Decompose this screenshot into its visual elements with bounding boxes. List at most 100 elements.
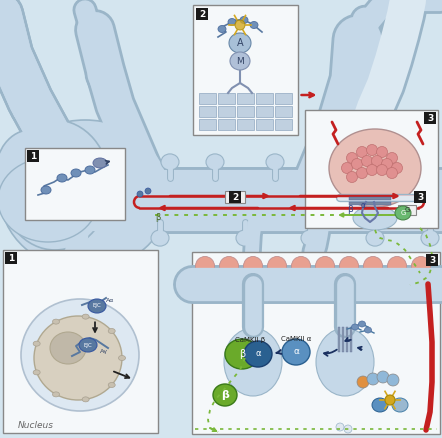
Bar <box>237 106 254 117</box>
Ellipse shape <box>230 52 250 70</box>
Ellipse shape <box>224 328 282 396</box>
Bar <box>275 106 292 117</box>
Text: G: G <box>404 207 410 213</box>
Ellipse shape <box>377 146 388 158</box>
Ellipse shape <box>151 230 169 246</box>
Text: 1: 1 <box>30 152 36 161</box>
Ellipse shape <box>266 154 284 170</box>
Ellipse shape <box>240 17 248 24</box>
Text: α: α <box>293 347 299 357</box>
Ellipse shape <box>412 257 431 276</box>
Ellipse shape <box>82 397 89 402</box>
Ellipse shape <box>220 257 239 276</box>
Bar <box>350 327 352 352</box>
Ellipse shape <box>367 373 379 385</box>
Ellipse shape <box>381 159 392 170</box>
Bar <box>199 106 216 117</box>
Ellipse shape <box>392 162 403 173</box>
Ellipse shape <box>218 25 226 32</box>
Text: CaMKII β: CaMKII β <box>235 337 265 343</box>
Ellipse shape <box>34 316 122 400</box>
Bar <box>199 119 216 130</box>
Bar <box>218 119 235 130</box>
Ellipse shape <box>353 206 397 230</box>
Ellipse shape <box>0 120 170 270</box>
Text: Nucleus: Nucleus <box>18 420 54 430</box>
Ellipse shape <box>387 374 399 386</box>
Ellipse shape <box>336 423 344 431</box>
Bar <box>338 327 340 352</box>
Ellipse shape <box>82 314 89 319</box>
Text: α: α <box>255 350 261 358</box>
Ellipse shape <box>351 324 358 330</box>
Ellipse shape <box>421 230 439 246</box>
Text: 3: 3 <box>417 193 423 202</box>
Bar <box>275 119 292 130</box>
Ellipse shape <box>366 145 377 155</box>
Text: β: β <box>155 213 161 223</box>
Bar <box>218 93 235 104</box>
Ellipse shape <box>388 257 407 276</box>
Bar <box>225 191 245 203</box>
Ellipse shape <box>250 21 258 28</box>
Bar <box>426 254 438 266</box>
Bar <box>218 106 235 117</box>
Ellipse shape <box>161 154 179 170</box>
Ellipse shape <box>366 165 377 176</box>
Ellipse shape <box>365 327 371 333</box>
Ellipse shape <box>50 332 86 364</box>
Ellipse shape <box>118 356 126 360</box>
Ellipse shape <box>228 18 236 25</box>
Text: β: β <box>347 205 353 215</box>
Ellipse shape <box>206 154 224 170</box>
Bar <box>229 191 241 203</box>
Bar <box>414 191 426 203</box>
Ellipse shape <box>41 186 51 194</box>
Text: G: G <box>400 210 406 216</box>
Ellipse shape <box>88 299 106 313</box>
Bar <box>346 327 348 352</box>
Ellipse shape <box>358 321 366 327</box>
Text: M: M <box>236 57 244 66</box>
Ellipse shape <box>385 395 395 405</box>
Bar <box>256 106 273 117</box>
Text: Aγ: Aγ <box>100 350 108 354</box>
Bar <box>275 93 292 104</box>
Text: CaMKII α: CaMKII α <box>281 336 311 342</box>
Ellipse shape <box>235 20 245 30</box>
Ellipse shape <box>225 339 259 369</box>
Ellipse shape <box>137 191 143 197</box>
Bar <box>27 150 39 162</box>
Ellipse shape <box>351 159 362 170</box>
Ellipse shape <box>213 384 237 406</box>
Ellipse shape <box>0 158 98 242</box>
Bar <box>398 205 416 215</box>
Ellipse shape <box>386 167 397 179</box>
Ellipse shape <box>71 169 81 177</box>
Text: G: G <box>232 194 238 200</box>
Bar <box>256 93 273 104</box>
Ellipse shape <box>108 328 115 333</box>
Ellipse shape <box>357 376 369 388</box>
Ellipse shape <box>21 299 139 411</box>
Ellipse shape <box>145 188 151 194</box>
Bar <box>305 110 438 228</box>
Ellipse shape <box>282 339 310 365</box>
Text: 3: 3 <box>429 256 435 265</box>
Ellipse shape <box>292 257 310 276</box>
Bar <box>25 148 125 220</box>
Ellipse shape <box>339 257 358 276</box>
Ellipse shape <box>0 130 65 220</box>
Ellipse shape <box>229 33 251 53</box>
Bar <box>193 5 298 135</box>
Text: 2: 2 <box>199 10 205 19</box>
Ellipse shape <box>316 257 335 276</box>
Text: β: β <box>239 349 245 359</box>
Ellipse shape <box>57 174 67 182</box>
Text: α: α <box>361 201 366 211</box>
Ellipse shape <box>371 155 382 166</box>
Ellipse shape <box>244 257 263 276</box>
Ellipse shape <box>386 152 397 163</box>
Text: EJC: EJC <box>93 304 101 308</box>
Text: β: β <box>221 390 229 400</box>
